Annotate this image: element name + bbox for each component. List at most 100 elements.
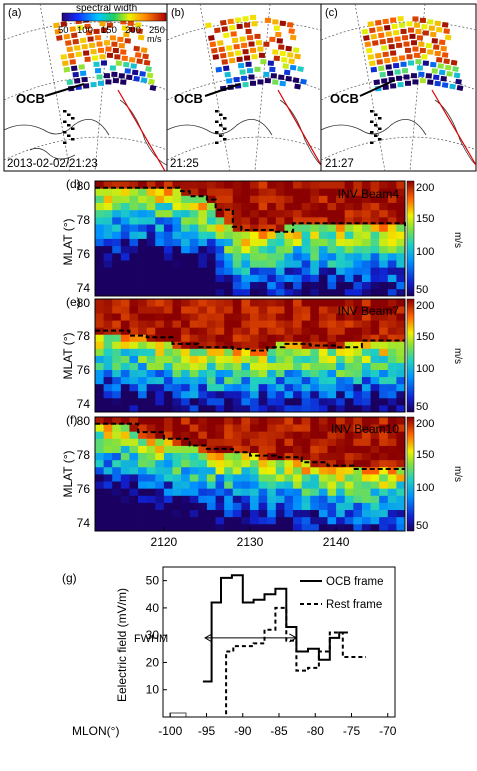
heatmap-cell bbox=[146, 417, 156, 425]
heatmap-cell bbox=[258, 523, 268, 532]
heatmap-cell bbox=[181, 474, 191, 482]
velocity-grid-c bbox=[361, 16, 464, 144]
velocity-cell bbox=[374, 52, 382, 59]
heatmap-cell bbox=[155, 274, 165, 283]
heatmap-cell bbox=[344, 488, 354, 496]
heatmap-cell bbox=[267, 509, 277, 518]
heatmap-cell bbox=[163, 195, 173, 203]
velocity-cell bbox=[211, 47, 218, 54]
velocity-cell bbox=[248, 74, 255, 80]
heatmap-cell bbox=[215, 452, 225, 461]
velocity-cell bbox=[254, 66, 261, 72]
heatmap-cell bbox=[181, 404, 191, 413]
velocity-grid-b bbox=[205, 14, 307, 144]
heatmap-cell bbox=[250, 313, 260, 321]
heatmap-cell bbox=[95, 466, 105, 475]
heatmap-cell bbox=[387, 238, 397, 247]
heatmap-cell bbox=[361, 452, 371, 461]
heatmap-cell bbox=[172, 488, 182, 496]
heatmap-cell bbox=[198, 362, 208, 371]
heatmap-cell bbox=[293, 202, 303, 211]
velocity-cell bbox=[92, 55, 99, 61]
heatmap-cell bbox=[301, 376, 311, 385]
heatmap-cell bbox=[189, 274, 199, 283]
heatmap-cell bbox=[129, 523, 139, 532]
velocity-cell bbox=[238, 63, 245, 69]
heatmap-cell bbox=[258, 334, 268, 342]
heatmap-cell bbox=[172, 313, 182, 321]
heatmap-cell bbox=[120, 376, 130, 385]
heatmap-cell bbox=[250, 202, 260, 211]
heatmap-cell bbox=[198, 474, 208, 482]
heatmap-cell bbox=[379, 523, 389, 532]
heatmap-cell bbox=[129, 267, 139, 275]
heatmap-cell bbox=[310, 502, 320, 511]
heatmap-cell bbox=[275, 274, 285, 283]
heatmap-cell bbox=[189, 417, 199, 425]
heatmap-cell bbox=[224, 288, 234, 297]
heatmap-cell bbox=[370, 509, 380, 518]
velocity-cell bbox=[382, 51, 389, 58]
velocity-cell bbox=[134, 22, 142, 28]
velocity-cell-low bbox=[378, 127, 382, 130]
heatmap-cell bbox=[301, 245, 311, 254]
velocity-cell bbox=[273, 55, 280, 62]
heatmap-cell bbox=[181, 320, 191, 328]
heatmap-cell bbox=[241, 267, 251, 275]
cbar-unit-f: m/s bbox=[452, 466, 463, 482]
heatmap-cell bbox=[232, 445, 242, 454]
velocity-cell bbox=[413, 52, 420, 58]
ylabel-g: Eelectric field (mV/m) bbox=[115, 588, 129, 702]
heatmap-cell bbox=[275, 481, 285, 489]
heatmap-cell bbox=[215, 424, 225, 432]
heatmap-cell bbox=[172, 424, 182, 432]
heatmap-cell bbox=[284, 466, 294, 475]
heatmap-cell bbox=[163, 267, 173, 275]
heatmap-cell bbox=[250, 216, 260, 225]
heatmap-cell bbox=[181, 445, 191, 454]
heatmap-cell bbox=[327, 281, 337, 290]
heatmap-cell bbox=[336, 260, 346, 268]
heatmap-cell bbox=[138, 209, 148, 218]
heatmap-cell bbox=[353, 523, 363, 532]
heatmap-cell bbox=[327, 181, 337, 189]
velocity-cell bbox=[396, 75, 403, 81]
heatmap-cell bbox=[293, 431, 303, 439]
velocity-cell bbox=[129, 26, 136, 33]
heatmap-cell bbox=[224, 466, 234, 475]
heatmap-cell bbox=[379, 431, 389, 439]
colorbar-gradient bbox=[61, 12, 167, 22]
heatmap-cell bbox=[310, 459, 320, 468]
heatmap-cell bbox=[138, 238, 148, 247]
heatmap-cell bbox=[206, 452, 216, 461]
heatmap-cell bbox=[344, 445, 354, 454]
heatmap-cell bbox=[275, 383, 285, 392]
heatmap-cell bbox=[301, 502, 311, 511]
heatmap-cell bbox=[215, 369, 225, 378]
heatmap-cell bbox=[189, 216, 199, 225]
heatmap-cell bbox=[181, 369, 191, 378]
heatmap-cell bbox=[353, 362, 363, 371]
map-panel-b: (b) OCB 21:25 bbox=[166, 3, 322, 172]
heatmap-cell bbox=[327, 224, 337, 232]
heatmap-cell bbox=[258, 404, 268, 413]
heatmap-cell bbox=[318, 195, 328, 203]
heatmap-cell bbox=[327, 404, 337, 413]
heatmap-cell bbox=[387, 424, 397, 432]
heatmap-cell bbox=[361, 216, 371, 225]
heatmap-cell bbox=[353, 516, 363, 525]
heatmap-cell bbox=[267, 431, 277, 439]
heatmap-cell bbox=[206, 481, 216, 489]
heatmap-cell bbox=[224, 516, 234, 525]
heatmap-cell bbox=[336, 195, 346, 203]
heatmap-cell bbox=[129, 209, 139, 218]
heatmap-cell bbox=[163, 459, 173, 468]
heatmap-cell bbox=[95, 383, 105, 392]
heatmap-cell bbox=[267, 445, 277, 454]
heatmap-cell bbox=[95, 438, 105, 446]
velocity-cell bbox=[446, 71, 453, 77]
heatmap-cell bbox=[344, 362, 354, 371]
heatmap-cell bbox=[258, 231, 268, 239]
heatmap-cell bbox=[275, 362, 285, 371]
